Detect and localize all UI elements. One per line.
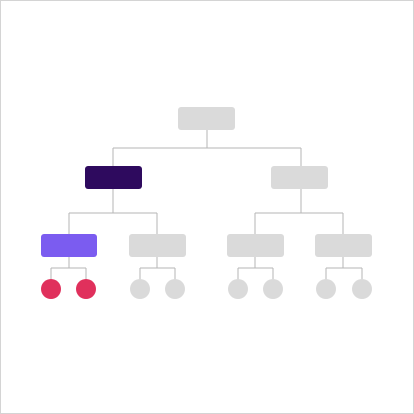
leaf-a2-node[interactable] <box>76 279 96 299</box>
l2-c-node[interactable] <box>227 234 284 257</box>
leaf-b1-node[interactable] <box>130 279 150 299</box>
l2-b-node[interactable] <box>129 234 186 257</box>
leaf-d1-node[interactable] <box>316 279 336 299</box>
leaf-d2-node[interactable] <box>352 279 372 299</box>
connector-lines <box>50 130 363 280</box>
l1-right-node[interactable] <box>271 166 328 189</box>
l1-left-node[interactable] <box>85 166 142 189</box>
leaf-b2-node[interactable] <box>165 279 185 299</box>
l2-a-node[interactable] <box>41 234 97 257</box>
leaf-c2-node[interactable] <box>263 279 283 299</box>
leaf-a1-node[interactable] <box>41 279 61 299</box>
l2-d-node[interactable] <box>315 234 372 257</box>
root-node[interactable] <box>178 107 235 130</box>
leaf-c1-node[interactable] <box>228 279 248 299</box>
